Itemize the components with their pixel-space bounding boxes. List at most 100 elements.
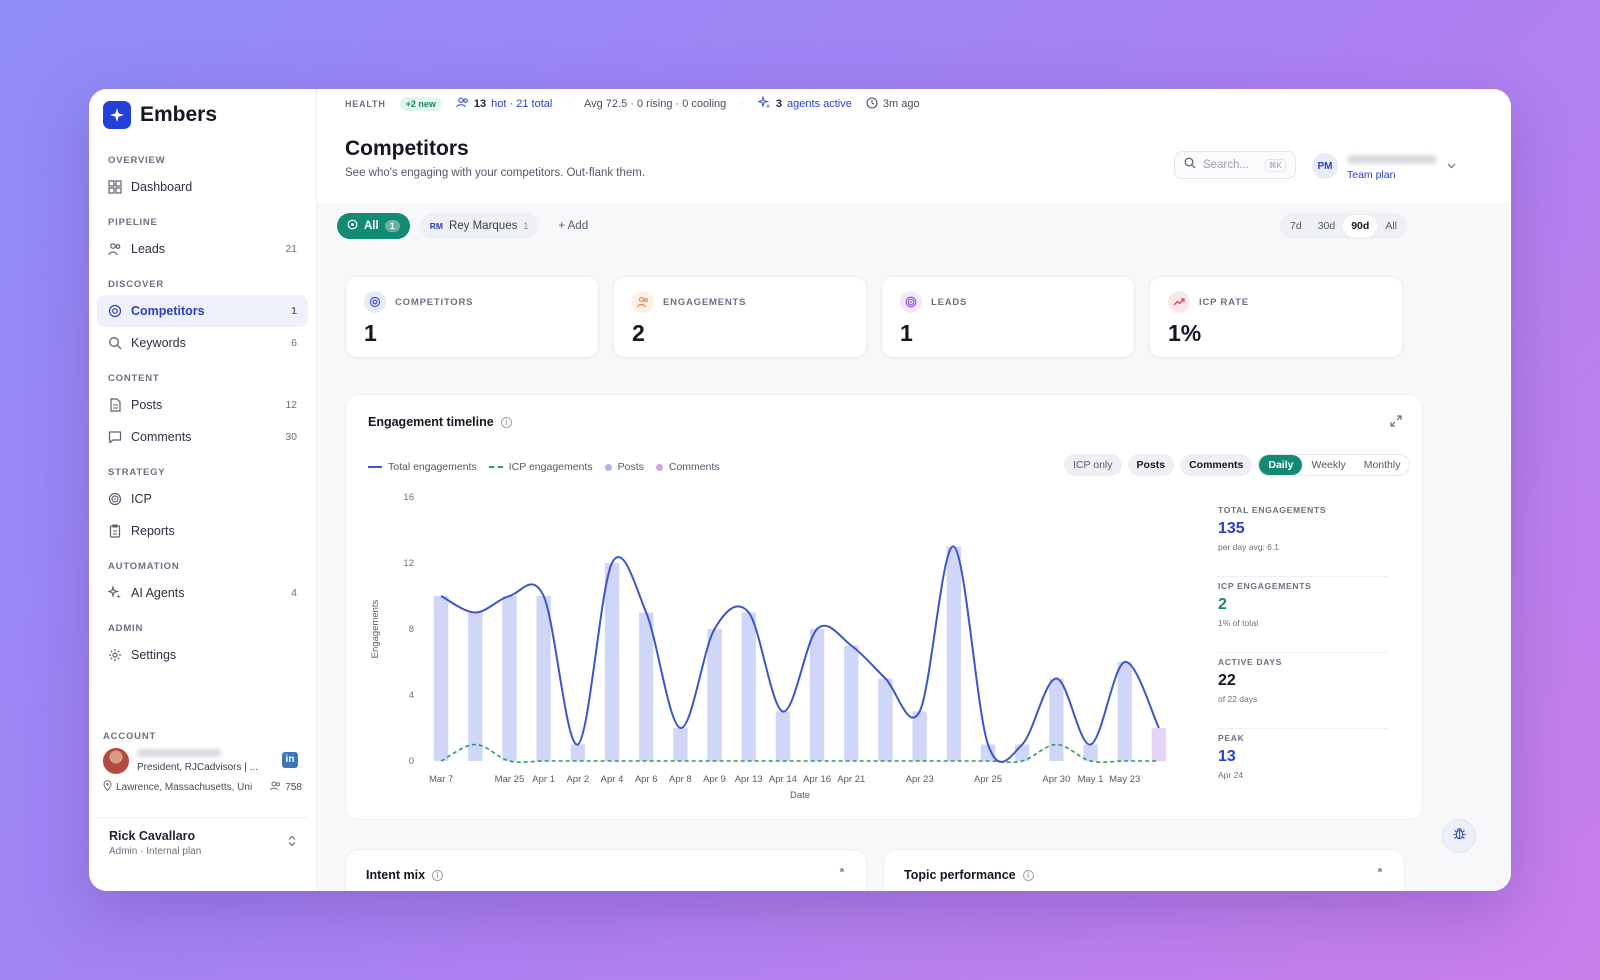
sidebar-item-competitors[interactable]: Competitors 1 bbox=[97, 295, 308, 327]
card-title: Topic performance bbox=[904, 868, 1016, 882]
posts-bar[interactable] bbox=[741, 612, 756, 762]
info-icon[interactable]: i bbox=[500, 416, 512, 428]
workspace-plan[interactable]: Team plan bbox=[1347, 169, 1396, 181]
users-icon bbox=[270, 781, 281, 794]
toggle-icp-only[interactable]: ICP only bbox=[1064, 454, 1122, 476]
account-profile[interactable]: President, RJCadvisors | ... in bbox=[89, 742, 316, 774]
info-icon[interactable]: i bbox=[432, 869, 444, 881]
stat-value: 1% bbox=[1168, 320, 1202, 346]
posts-bar[interactable] bbox=[809, 629, 825, 761]
add-competitor-button[interactable]: + Add bbox=[558, 220, 588, 232]
x-tick-label: Apr 21 bbox=[837, 774, 865, 785]
sidebar-item-count: 21 bbox=[285, 243, 297, 255]
icp-engagements-line[interactable] bbox=[440, 743, 1159, 764]
filter-chip-all[interactable]: All 1 bbox=[337, 213, 410, 239]
x-tick-label: Apr 30 bbox=[1042, 774, 1070, 785]
sidebar-nav: OVERVIEW Dashboard PIPELINE Leads 21 DISCOVER… bbox=[89, 155, 316, 671]
chevron-updown-icon bbox=[288, 835, 296, 850]
legend-item[interactable]: ICP engagements bbox=[488, 461, 593, 473]
x-axis-label: Date bbox=[790, 790, 810, 801]
posts-bar[interactable] bbox=[912, 711, 927, 762]
posts-bar[interactable] bbox=[707, 629, 722, 761]
legend-swatch bbox=[655, 463, 663, 471]
account-role: President, RJCadvisors | ... bbox=[137, 762, 258, 773]
range-option-30d[interactable]: 30d bbox=[1317, 220, 1336, 232]
bug-report-button[interactable] bbox=[1442, 819, 1476, 853]
card-title-row: Intent mix i bbox=[366, 868, 846, 882]
legend-swatch bbox=[368, 466, 382, 468]
linkedin-icon[interactable]: in bbox=[282, 752, 298, 768]
range-option-90d[interactable]: 90d bbox=[1343, 215, 1378, 237]
period-monthly[interactable]: Monthly bbox=[1363, 459, 1401, 471]
followers-count: 758 bbox=[285, 781, 302, 793]
summary-value: 2 bbox=[1218, 596, 1227, 613]
sidebar-item-count: 1 bbox=[291, 305, 297, 317]
workspace-avatar[interactable]: PM bbox=[1312, 153, 1338, 179]
total-engagements-line[interactable] bbox=[440, 545, 1160, 763]
chevron-down-icon[interactable] bbox=[1447, 161, 1456, 172]
sidebar-item-reports[interactable]: Reports bbox=[97, 515, 308, 547]
engagement-chart: 0 4 8 12 16 Engagements Mar 7 Mar 25 Apr 1 Apr 2 A… bbox=[370, 492, 1167, 801]
legend-item[interactable]: Posts bbox=[604, 461, 644, 473]
search-input[interactable]: Search... ⌘K bbox=[1174, 151, 1296, 179]
summary-value: 13 bbox=[1218, 748, 1236, 765]
posts-bar[interactable] bbox=[673, 728, 688, 761]
posts-bar[interactable] bbox=[433, 596, 449, 761]
stat-card-header: COMPETITORS bbox=[364, 291, 580, 313]
brand[interactable]: Embers bbox=[89, 89, 316, 141]
sidebar-item-dashboard[interactable]: Dashboard bbox=[97, 171, 308, 203]
posts-bar[interactable] bbox=[502, 596, 517, 761]
new-badge: +2 new bbox=[399, 97, 442, 111]
posts-bar[interactable] bbox=[1083, 744, 1098, 762]
posts-bar[interactable] bbox=[878, 678, 893, 762]
posts-bar[interactable] bbox=[946, 546, 961, 762]
search-shortcut: ⌘K bbox=[1264, 158, 1286, 172]
expand-icon[interactable] bbox=[1372, 868, 1382, 881]
sidebar-item-comments[interactable]: Comments 30 bbox=[97, 421, 308, 453]
agents-active-link[interactable]: 3 agents active bbox=[756, 95, 852, 112]
sidebar-item-ai-agents[interactable]: AI Agents 4 bbox=[97, 577, 308, 609]
posts-bar[interactable] bbox=[775, 711, 791, 762]
filter-all-label: All bbox=[364, 220, 379, 232]
period-weekly[interactable]: Weekly bbox=[1311, 459, 1346, 471]
sidebar-item-keywords[interactable]: Keywords 6 bbox=[97, 327, 308, 359]
range-option-7d[interactable]: 7d bbox=[1290, 220, 1302, 232]
plus-icon: + bbox=[558, 220, 566, 232]
posts-bar[interactable] bbox=[604, 563, 620, 761]
posts-bar[interactable] bbox=[1117, 662, 1132, 761]
summary-subtext: per day avg: 6.1 bbox=[1218, 542, 1279, 552]
summary-subtext: Apr 24 bbox=[1218, 770, 1244, 780]
summary-icp-engagements: ICP ENGAGEMENTS 2 1% of total bbox=[1218, 577, 1388, 653]
expand-icon[interactable] bbox=[1390, 415, 1402, 430]
chart-legend: Total engagements ICP engagements Posts Com… bbox=[368, 461, 720, 473]
toggle-posts[interactable]: Posts bbox=[1127, 454, 1175, 476]
legend-item[interactable]: Total engagements bbox=[368, 461, 477, 473]
posts-bar[interactable] bbox=[980, 744, 996, 762]
period-daily[interactable]: Daily bbox=[1259, 455, 1303, 475]
posts-bar[interactable] bbox=[468, 612, 483, 762]
sidebar-item-posts[interactable]: Posts 12 bbox=[97, 389, 308, 421]
range-option-all[interactable]: All bbox=[1385, 220, 1397, 232]
legend-item[interactable]: Comments bbox=[655, 461, 720, 473]
user-switcher[interactable]: Rick Cavallaro Admin · Internal plan bbox=[97, 817, 308, 867]
filter-all-count: 1 bbox=[384, 220, 400, 232]
comments-bar[interactable] bbox=[1151, 728, 1167, 761]
toggle-comments[interactable]: Comments bbox=[1180, 454, 1253, 476]
posts-bar[interactable] bbox=[639, 612, 654, 762]
expand-icon[interactable] bbox=[834, 868, 844, 881]
posts-bar[interactable] bbox=[844, 645, 859, 762]
sidebar-item-label: Reports bbox=[131, 524, 175, 538]
posts-bar[interactable] bbox=[570, 744, 585, 762]
posts-bar[interactable] bbox=[1049, 678, 1064, 762]
sidebar-item-leads[interactable]: Leads 21 bbox=[97, 233, 308, 265]
hot-leads-link[interactable]: 13 hot · 21 total bbox=[456, 97, 552, 111]
filter-chip-competitor[interactable]: RM Rey Marques 1 bbox=[419, 213, 539, 239]
sidebar-item-settings[interactable]: Settings bbox=[97, 639, 308, 671]
stat-label: ICP RATE bbox=[1199, 296, 1249, 308]
nav-section-title: STRATEGY bbox=[108, 467, 166, 478]
posts-bar[interactable] bbox=[536, 596, 551, 761]
sidebar-item-icp[interactable]: ICP bbox=[97, 483, 308, 515]
avg-score-text: Avg 72.5 · 0 rising · 0 cooling bbox=[583, 98, 727, 110]
info-icon[interactable]: i bbox=[1022, 869, 1034, 881]
account-title: ACCOUNT bbox=[103, 731, 157, 742]
